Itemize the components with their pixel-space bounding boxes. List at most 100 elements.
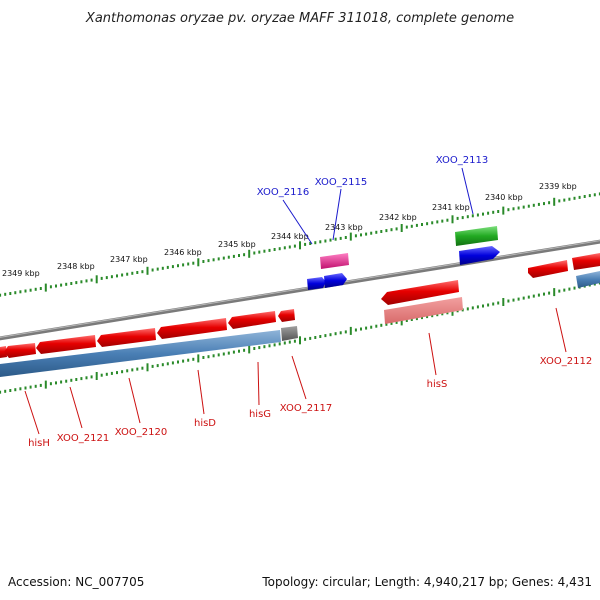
- major-tick: [248, 249, 251, 258]
- cds-hiss-pink[interactable]: [384, 297, 463, 324]
- minor-tick: [319, 240, 322, 244]
- leader-lines: [24, 167, 567, 435]
- minor-tick: [537, 293, 540, 297]
- minor-tick: [482, 304, 484, 308]
- minor-tick: [217, 353, 220, 357]
- top-tick-track: [0, 192, 600, 297]
- minor-tick: [70, 378, 73, 382]
- minor-tick: [487, 211, 490, 215]
- minor-tick: [390, 321, 393, 325]
- gene-hisg[interactable]: [157, 318, 227, 339]
- leader-xoo-2121: [69, 386, 83, 429]
- minor-tick: [126, 272, 129, 276]
- gene-red-right-b[interactable]: [572, 253, 600, 270]
- minor-tick: [156, 364, 159, 368]
- minor-tick: [324, 334, 327, 338]
- minor-tick: [573, 286, 576, 290]
- minor-tick: [207, 259, 210, 263]
- minor-tick: [110, 371, 113, 375]
- leader-hish: [24, 390, 40, 435]
- gene-label[interactable]: hisS: [427, 379, 448, 390]
- minor-tick: [187, 262, 190, 266]
- minor-tick: [385, 322, 388, 326]
- gene-label[interactable]: XOO_2115: [315, 177, 367, 188]
- minor-tick: [141, 270, 144, 274]
- minor-tick: [441, 219, 444, 223]
- minor-tick: [431, 221, 434, 225]
- minor-tick: [426, 315, 429, 319]
- gene-label[interactable]: XOO_2121: [57, 433, 109, 444]
- gene-blue-2114[interactable]: [459, 246, 500, 265]
- minor-tick: [324, 239, 327, 243]
- minor-tick: [436, 313, 439, 317]
- minor-tick: [19, 387, 22, 391]
- pseudo-gray[interactable]: [281, 326, 298, 341]
- minor-tick: [4, 389, 7, 393]
- minor-tick: [471, 306, 474, 310]
- minor-tick: [258, 346, 261, 350]
- minor-tick: [60, 380, 63, 384]
- major-tick: [44, 283, 47, 292]
- gene-label[interactable]: XOO_2113: [436, 155, 488, 166]
- minor-tick: [105, 372, 108, 376]
- minor-tick: [161, 363, 164, 367]
- minor-tick: [380, 230, 383, 233]
- minor-tick: [227, 351, 230, 355]
- cds-steelblue-row[interactable]: [0, 330, 281, 377]
- minor-tick: [471, 214, 474, 218]
- minor-tick: [227, 255, 230, 259]
- gene-hisd[interactable]: [97, 328, 156, 347]
- minor-tick: [166, 265, 169, 269]
- gene-red-right-a[interactable]: [528, 260, 568, 278]
- minor-tick: [415, 223, 418, 227]
- gene-labels-top: XOO_2116 XOO_2115 XOO_2113: [257, 155, 488, 198]
- minor-tick: [405, 319, 408, 322]
- leader-xoo-2117: [291, 355, 307, 400]
- minor-tick: [126, 369, 129, 373]
- minor-tick: [49, 382, 52, 386]
- gene-xoo-2117[interactable]: [228, 311, 276, 329]
- gene-red-small[interactable]: [278, 309, 295, 322]
- gene-label[interactable]: XOO_2116: [257, 187, 309, 198]
- minor-tick: [314, 241, 317, 245]
- gene-labels-bottom: hisH XOO_2121 XOO_2120 hisD hisG XOO_211…: [28, 356, 592, 449]
- gene-label[interactable]: XOO_2120: [115, 427, 167, 438]
- gene-label[interactable]: hisH: [28, 438, 50, 449]
- minor-tick: [202, 260, 205, 263]
- major-tick: [451, 215, 454, 224]
- minor-tick: [136, 367, 139, 371]
- minor-tick: [192, 357, 195, 361]
- gene-xoo-2115-blue[interactable]: [324, 273, 347, 288]
- gene-label[interactable]: XOO_2112: [540, 356, 592, 367]
- gene-xoo-2115[interactable]: [320, 253, 349, 269]
- minor-tick: [121, 273, 124, 277]
- minor-tick: [55, 381, 57, 385]
- minor-tick: [461, 216, 464, 220]
- gene-label[interactable]: hisG: [249, 409, 271, 420]
- cds-right-steelblue[interactable]: [576, 271, 600, 288]
- minor-tick: [558, 289, 561, 293]
- minor-tick: [482, 212, 484, 216]
- minor-tick: [60, 283, 63, 287]
- kbp-label: 2349 kbp: [2, 269, 40, 278]
- minor-tick: [385, 229, 388, 233]
- minor-tick: [232, 254, 235, 258]
- minor-tick: [207, 355, 210, 359]
- gene-xoo-2113[interactable]: [455, 226, 498, 246]
- minor-tick: [466, 215, 469, 219]
- gene-label[interactable]: XOO_2117: [280, 403, 332, 414]
- minor-tick: [527, 295, 530, 299]
- minor-tick: [517, 206, 520, 210]
- gene-label[interactable]: hisD: [194, 418, 216, 429]
- gene-xoo-2120[interactable]: [36, 335, 96, 354]
- minor-tick: [273, 343, 276, 347]
- minor-tick: [85, 376, 88, 380]
- map-title: Xanthomonas oryzae pv. oryzae MAFF 31101…: [85, 11, 514, 26]
- gene-xoo-2116[interactable]: [307, 277, 326, 290]
- minor-tick: [339, 236, 342, 240]
- minor-tick: [75, 281, 78, 285]
- gene-hish[interactable]: [0, 346, 7, 358]
- gene-xoo-2121[interactable]: [4, 343, 36, 358]
- minor-tick: [436, 220, 439, 224]
- gene-hiss[interactable]: [381, 280, 459, 305]
